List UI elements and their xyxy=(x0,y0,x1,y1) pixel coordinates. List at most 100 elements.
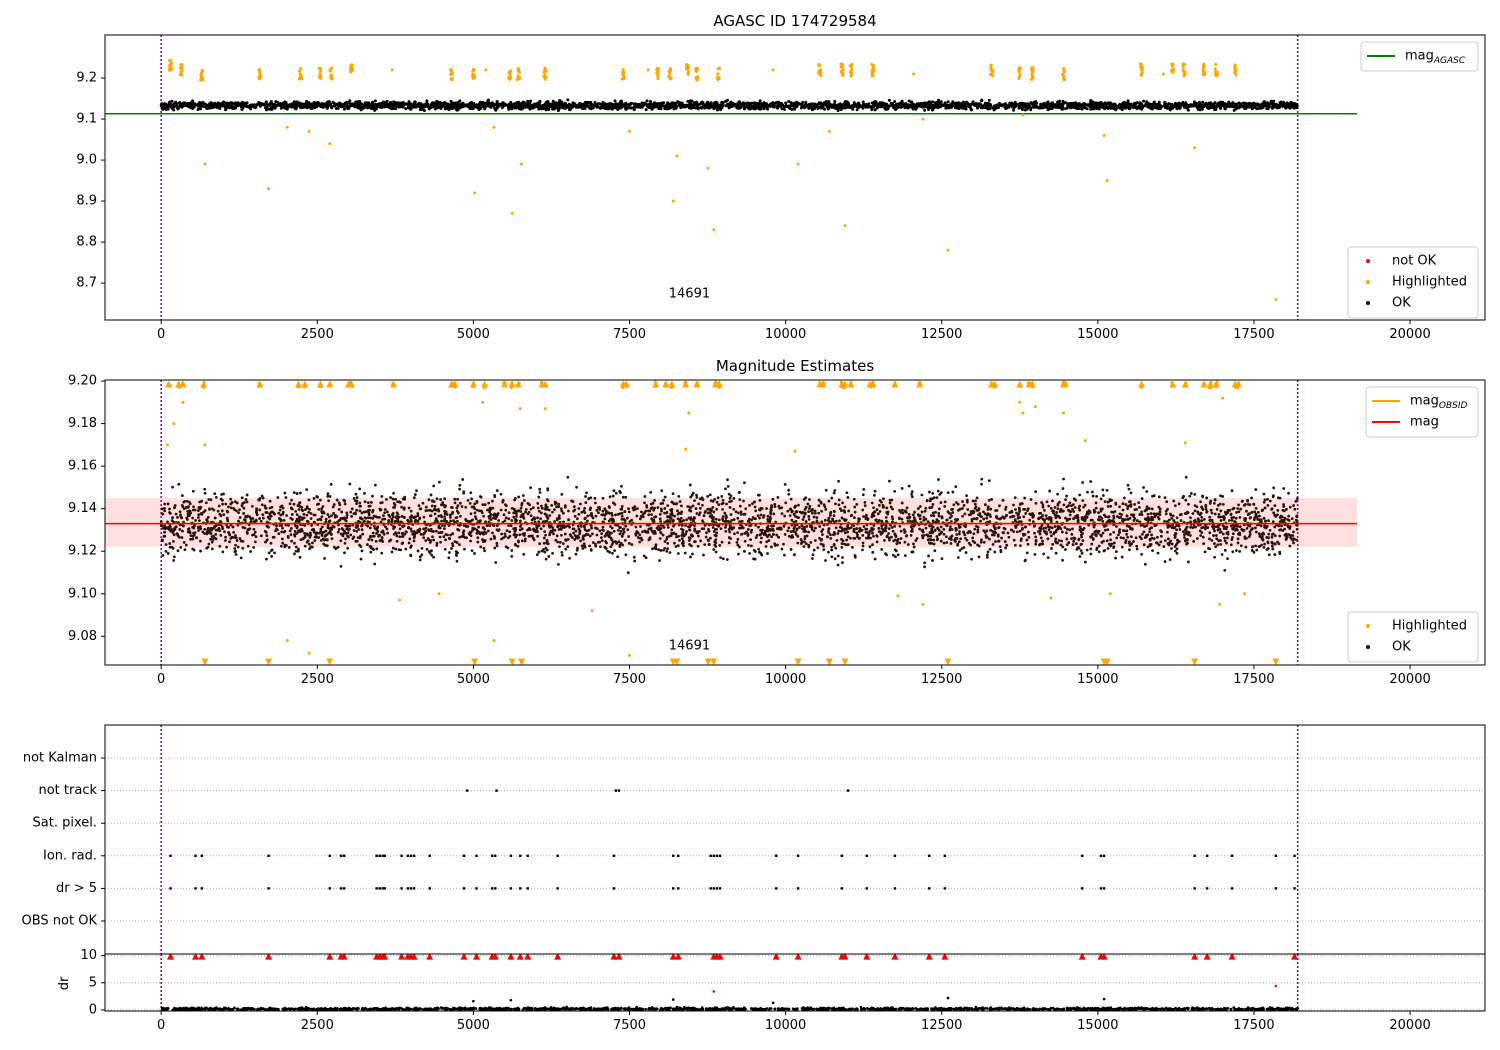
ok-point xyxy=(232,531,235,534)
ok-point xyxy=(1146,105,1150,109)
ok-point xyxy=(327,103,331,107)
ok-point xyxy=(797,526,801,529)
ok-point xyxy=(482,546,486,550)
ok-point xyxy=(632,108,636,112)
ok-point xyxy=(432,555,436,559)
ok-point xyxy=(702,553,705,557)
highlighted-point xyxy=(179,70,183,74)
ok-point xyxy=(375,105,379,109)
ok-point xyxy=(990,533,994,537)
ok-point xyxy=(1097,107,1101,111)
ok-point xyxy=(910,100,914,104)
ok-point xyxy=(210,105,214,109)
ok-point xyxy=(543,507,547,511)
ok-point xyxy=(1130,513,1133,517)
highlighted-point xyxy=(1274,297,1278,301)
highlighted-point xyxy=(516,74,520,78)
ok-point xyxy=(924,526,928,530)
ok-point xyxy=(297,549,300,553)
ok-point xyxy=(178,528,182,531)
ok-point xyxy=(387,518,391,522)
ok-point xyxy=(526,101,530,105)
ok-point xyxy=(752,107,756,111)
ok-point xyxy=(260,503,264,507)
ok-point xyxy=(519,506,523,510)
highlighted-point xyxy=(1021,113,1025,117)
ok-point xyxy=(426,104,430,108)
highlighted-point xyxy=(1017,75,1021,79)
ok-point xyxy=(226,103,230,107)
ok-point xyxy=(1137,501,1141,505)
ok-point xyxy=(884,515,888,519)
ok-point xyxy=(352,529,356,532)
ok-point xyxy=(413,105,417,109)
ok-point xyxy=(1056,104,1060,108)
ok-point xyxy=(601,525,605,529)
highlighted-point xyxy=(330,77,334,81)
ok-point xyxy=(765,540,769,544)
ok-point xyxy=(439,101,443,105)
x-tick-label: 0 xyxy=(157,327,165,342)
ok-point xyxy=(680,542,684,545)
ok-point xyxy=(858,104,862,108)
ok-point xyxy=(982,510,985,514)
ok-point xyxy=(295,100,299,104)
ok-point xyxy=(283,100,287,104)
ok-point xyxy=(658,105,662,109)
ok-point xyxy=(475,508,479,512)
ok-point xyxy=(755,533,759,537)
ok-point xyxy=(736,102,740,106)
ok-point xyxy=(1152,100,1156,104)
ok-point xyxy=(832,105,836,109)
ok-point xyxy=(332,104,336,108)
ok-point xyxy=(666,542,670,545)
ok-point xyxy=(478,103,482,107)
ok-point xyxy=(1114,501,1118,505)
highlighted-point xyxy=(1031,66,1035,70)
ok-point xyxy=(1012,106,1016,110)
ok-point xyxy=(646,105,650,109)
ok-point xyxy=(829,105,833,109)
ok-point xyxy=(460,505,464,508)
ok-point xyxy=(486,98,490,102)
ok-point xyxy=(957,532,961,536)
ok-point xyxy=(196,108,200,112)
ok-point xyxy=(732,102,736,106)
ok-point xyxy=(812,529,816,533)
ok-point xyxy=(1217,515,1221,519)
highlighted-point xyxy=(543,66,547,70)
ok-point xyxy=(1002,526,1006,530)
ok-point xyxy=(1094,501,1098,505)
ok-point xyxy=(693,106,697,110)
ok-point xyxy=(528,104,532,108)
ok-point xyxy=(1273,542,1277,546)
ok-point xyxy=(833,557,837,561)
highlighted-point xyxy=(989,67,993,71)
ok-point xyxy=(525,104,529,108)
ok-point xyxy=(263,504,267,508)
ok-point xyxy=(613,99,617,103)
ok-point xyxy=(956,106,960,110)
ok-point xyxy=(1272,99,1276,103)
ok-point xyxy=(980,98,984,102)
ok-point xyxy=(172,539,175,543)
ok-point xyxy=(499,492,503,496)
ok-point xyxy=(1065,531,1068,535)
ok-point xyxy=(662,104,666,108)
ok-point xyxy=(652,103,656,107)
ok-point xyxy=(584,100,588,104)
ok-point xyxy=(1106,101,1110,105)
ok-point xyxy=(906,106,910,110)
highlighted-point xyxy=(180,66,184,70)
ok-point xyxy=(1237,503,1240,507)
ok-point xyxy=(1201,535,1205,539)
ok-point xyxy=(780,107,784,111)
ok-point xyxy=(1059,106,1063,110)
ok-point xyxy=(650,513,653,517)
ok-point xyxy=(783,483,787,486)
ok-point xyxy=(1292,101,1296,105)
ok-point xyxy=(1276,540,1279,544)
ok-point xyxy=(319,104,323,108)
highlighted-point xyxy=(492,125,496,129)
ok-point xyxy=(732,518,736,521)
